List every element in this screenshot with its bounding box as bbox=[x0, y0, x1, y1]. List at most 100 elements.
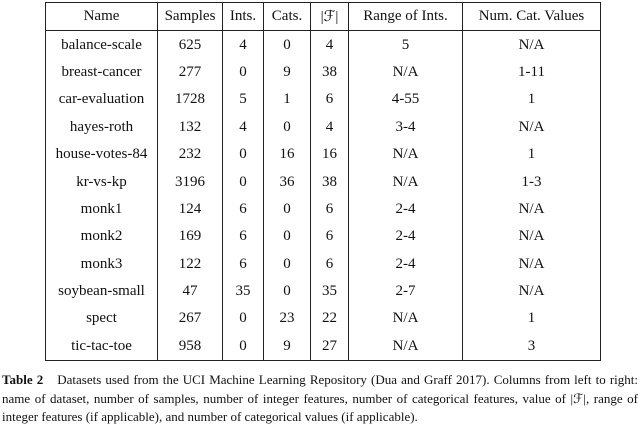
header-cell: Cats. bbox=[263, 1, 311, 32]
table-cell: 35 bbox=[222, 277, 264, 306]
table-cell: 16 bbox=[263, 140, 311, 169]
header-cell: Samples bbox=[157, 1, 223, 32]
caption: Table 2 Datasets used from the UCI Machin… bbox=[2, 371, 638, 427]
table-body: balance-scale 625 4 0 4 5 N/A breast-cancer 277 0… bbox=[45, 30, 601, 362]
table-cell: 0 bbox=[222, 58, 264, 87]
table-row: hayes-roth 132 4 0 4 3-4 N/A bbox=[45, 113, 601, 141]
table-cell: 0 bbox=[263, 250, 311, 278]
table-cell: 16 bbox=[310, 140, 349, 169]
table-cell: 124 bbox=[157, 195, 223, 224]
table-cell: 3196 bbox=[157, 168, 223, 196]
table-cell: 267 bbox=[157, 305, 223, 333]
table-cell: N/A bbox=[462, 223, 601, 251]
table-cell: 958 bbox=[157, 332, 223, 362]
table-cell: 1-3 bbox=[462, 168, 601, 196]
table-cell: 38 bbox=[310, 168, 349, 196]
table-cell: 625 bbox=[157, 30, 223, 59]
table-row: breast-cancer 277 0 9 38 N/A 1-11 bbox=[45, 58, 601, 87]
table-cell: N/A bbox=[462, 250, 601, 278]
table-cell: balance-scale bbox=[45, 30, 158, 59]
table-row: balance-scale 625 4 0 4 5 N/A bbox=[45, 30, 601, 59]
table-cell: 0 bbox=[263, 30, 311, 59]
table-cell: N/A bbox=[462, 277, 601, 306]
table-cell: monk3 bbox=[45, 250, 158, 278]
table-cell: house-votes-84 bbox=[45, 140, 158, 169]
table-cell: car-evaluation bbox=[45, 86, 158, 114]
table-cell: breast-cancer bbox=[45, 58, 158, 87]
table-cell: 6 bbox=[222, 195, 264, 224]
table-cell: 6 bbox=[222, 223, 264, 251]
table-cell: kr-vs-kp bbox=[45, 168, 158, 196]
table-cell: 2-4 bbox=[348, 195, 463, 224]
table-cell: 1 bbox=[462, 86, 601, 114]
table-cell: 169 bbox=[157, 223, 223, 251]
table-cell: monk2 bbox=[45, 223, 158, 251]
table-cell: 1 bbox=[462, 305, 601, 333]
caption-label: Table 2 bbox=[2, 372, 44, 387]
table-cell: 2-4 bbox=[348, 250, 463, 278]
table-cell: 4 bbox=[310, 30, 349, 59]
table-cell: 6 bbox=[222, 250, 264, 278]
table-cell: soybean-small bbox=[45, 277, 158, 306]
table-cell: 6 bbox=[310, 223, 349, 251]
table-cell: 232 bbox=[157, 140, 223, 169]
table-cell: 38 bbox=[310, 58, 349, 87]
table-cell: 2-7 bbox=[348, 277, 463, 306]
table-cell: 1728 bbox=[157, 86, 223, 114]
table-cell: 27 bbox=[310, 332, 349, 362]
table-cell: N/A bbox=[348, 305, 463, 333]
table-cell: 0 bbox=[222, 168, 264, 196]
table-cell: 122 bbox=[157, 250, 223, 278]
table-cell: 0 bbox=[263, 277, 311, 306]
table-cell: 3 bbox=[462, 332, 601, 362]
table-cell: N/A bbox=[348, 58, 463, 87]
header-cell: Range of Ints. bbox=[348, 1, 463, 32]
header-cell: Num. Cat. Values bbox=[462, 1, 601, 32]
table-cell: 0 bbox=[222, 332, 264, 362]
table-cell: hayes-roth bbox=[45, 113, 158, 141]
table-cell: 22 bbox=[310, 305, 349, 333]
table-cell: 9 bbox=[263, 58, 311, 87]
table-row: monk2 169 6 0 6 2-4 N/A bbox=[45, 223, 601, 251]
table-cell: 277 bbox=[157, 58, 223, 87]
table-row: car-evaluation 1728 5 1 6 4-55 1 bbox=[45, 86, 601, 114]
table-cell: 5 bbox=[348, 30, 463, 59]
header-cell: Name bbox=[45, 1, 158, 32]
table-cell: spect bbox=[45, 305, 158, 333]
table-cell: 4 bbox=[222, 113, 264, 141]
table-cell: 9 bbox=[263, 332, 311, 362]
header-row: Name Samples Ints. Cats. |ℱ| Range of Ints. Nu… bbox=[45, 1, 601, 32]
table-cell: 6 bbox=[310, 86, 349, 114]
table-cell: 1 bbox=[263, 86, 311, 114]
header-cell: Ints. bbox=[222, 1, 264, 32]
table-cell: monk1 bbox=[45, 195, 158, 224]
table-cell: 5 bbox=[222, 86, 264, 114]
table-cell: 4 bbox=[222, 30, 264, 59]
table-cell: tic-tac-toe bbox=[45, 332, 158, 362]
table-cell: N/A bbox=[462, 195, 601, 224]
table-row: tic-tac-toe 958 0 9 27 N/A 3 bbox=[45, 332, 601, 362]
table-row: monk1 124 6 0 6 2-4 N/A bbox=[45, 195, 601, 224]
table-row: kr-vs-kp 3196 0 36 38 N/A 1-3 bbox=[45, 168, 601, 196]
table-cell: N/A bbox=[348, 332, 463, 362]
table-cell: 6 bbox=[310, 250, 349, 278]
caption-text: Datasets used from the UCI Machine Learn… bbox=[2, 372, 639, 424]
table-cell: 0 bbox=[263, 195, 311, 224]
table-cell: N/A bbox=[348, 140, 463, 169]
table-cell: 35 bbox=[310, 277, 349, 306]
table-cell: 4 bbox=[310, 113, 349, 141]
data-table: Name Samples Ints. Cats. |ℱ| Range of Ints. Nu… bbox=[45, 1, 601, 362]
table-cell: 4-55 bbox=[348, 86, 463, 114]
table-cell: 47 bbox=[157, 277, 223, 306]
table-row: spect 267 0 23 22 N/A 1 bbox=[45, 305, 601, 333]
table-cell: N/A bbox=[462, 113, 601, 141]
table-cell: 3-4 bbox=[348, 113, 463, 141]
table-cell: N/A bbox=[348, 168, 463, 196]
table-row: monk3 122 6 0 6 2-4 N/A bbox=[45, 250, 601, 278]
table-cell: 23 bbox=[263, 305, 311, 333]
table-cell: 0 bbox=[263, 223, 311, 251]
table-cell: N/A bbox=[462, 30, 601, 59]
table-cell: 36 bbox=[263, 168, 311, 196]
table-cell: 1-11 bbox=[462, 58, 601, 87]
table-cell: 0 bbox=[263, 113, 311, 141]
